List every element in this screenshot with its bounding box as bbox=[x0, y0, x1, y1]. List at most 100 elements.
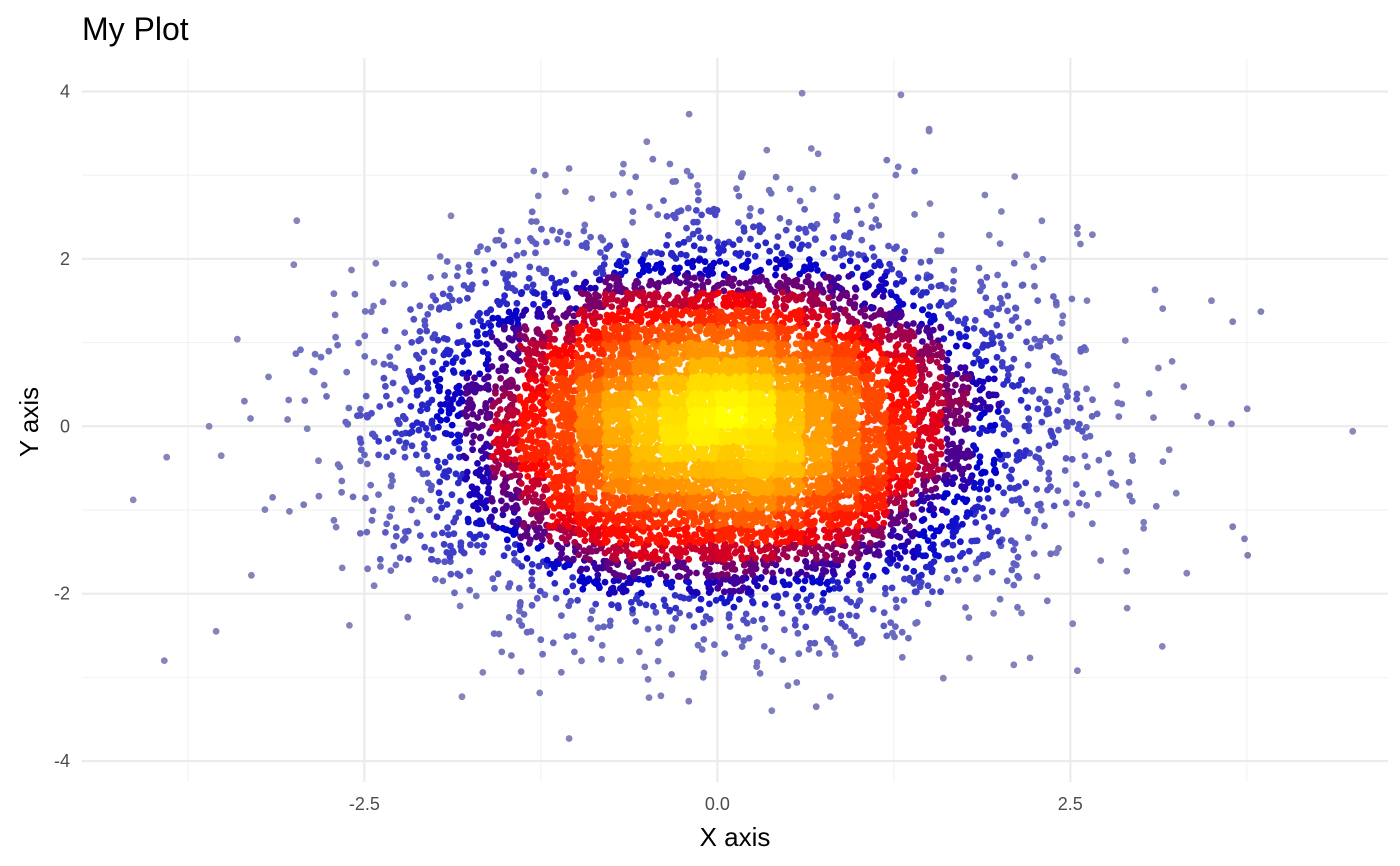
data-point bbox=[900, 454, 907, 461]
data-point bbox=[647, 248, 654, 256]
data-point bbox=[455, 399, 463, 407]
data-point bbox=[469, 439, 476, 446]
data-point bbox=[530, 358, 538, 365]
data-point bbox=[509, 518, 517, 526]
data-point bbox=[477, 466, 484, 474]
data-point bbox=[690, 218, 697, 226]
data-point bbox=[854, 640, 861, 647]
data-point bbox=[1017, 500, 1025, 508]
data-point bbox=[945, 311, 953, 318]
data-point bbox=[830, 234, 837, 241]
data-point bbox=[990, 460, 998, 468]
data-point bbox=[972, 350, 979, 358]
data-point bbox=[887, 332, 895, 340]
data-point bbox=[606, 617, 614, 625]
data-point bbox=[927, 560, 935, 568]
data-point bbox=[435, 463, 443, 471]
data-point bbox=[805, 602, 813, 610]
data-point bbox=[563, 555, 571, 562]
data-point bbox=[880, 622, 888, 630]
data-point bbox=[654, 539, 662, 546]
data-point bbox=[834, 579, 842, 586]
data-point bbox=[951, 498, 958, 506]
data-point bbox=[1043, 597, 1051, 605]
data-point bbox=[777, 260, 784, 268]
data-point bbox=[592, 600, 600, 608]
data-point bbox=[419, 470, 427, 478]
data-point bbox=[750, 223, 757, 231]
data-point bbox=[961, 364, 969, 372]
data-point bbox=[882, 590, 889, 598]
data-point bbox=[708, 572, 716, 580]
data-point bbox=[631, 572, 638, 580]
data-point bbox=[835, 503, 843, 511]
data-point bbox=[951, 474, 958, 481]
data-point bbox=[929, 493, 937, 501]
data-point bbox=[982, 294, 990, 302]
data-point bbox=[892, 357, 900, 364]
data-point bbox=[437, 407, 445, 415]
data-point bbox=[1080, 344, 1088, 351]
data-point bbox=[704, 278, 712, 286]
data-point bbox=[388, 472, 395, 479]
data-point bbox=[552, 290, 560, 298]
data-point bbox=[1069, 620, 1077, 628]
data-point bbox=[812, 261, 820, 269]
data-point bbox=[626, 189, 634, 196]
data-point bbox=[464, 294, 471, 302]
data-point bbox=[566, 472, 573, 480]
data-point bbox=[1140, 525, 1148, 532]
data-point bbox=[666, 520, 674, 528]
data-point bbox=[1172, 489, 1180, 497]
data-point bbox=[636, 519, 643, 527]
data-point bbox=[964, 479, 972, 487]
data-point bbox=[994, 271, 1001, 279]
data-point bbox=[734, 292, 742, 300]
data-point bbox=[706, 534, 714, 542]
data-point bbox=[1158, 643, 1166, 650]
data-point bbox=[996, 595, 1004, 603]
data-point bbox=[408, 428, 416, 436]
data-point bbox=[564, 293, 571, 301]
data-point bbox=[1073, 395, 1080, 403]
data-point bbox=[675, 241, 682, 248]
data-point bbox=[902, 564, 910, 572]
data-point bbox=[735, 192, 743, 200]
data-point bbox=[467, 541, 474, 549]
data-point bbox=[1159, 305, 1167, 312]
data-point bbox=[901, 408, 908, 416]
data-point bbox=[499, 318, 506, 325]
data-point bbox=[1008, 317, 1016, 324]
data-point bbox=[1122, 547, 1130, 555]
data-point bbox=[657, 570, 664, 578]
data-point bbox=[476, 370, 484, 378]
data-point bbox=[502, 275, 509, 283]
data-point bbox=[851, 317, 858, 325]
data-point bbox=[599, 270, 607, 278]
data-point bbox=[794, 235, 801, 242]
data-point bbox=[667, 251, 675, 258]
data-point bbox=[647, 575, 655, 582]
data-point bbox=[581, 537, 589, 545]
data-point bbox=[423, 405, 431, 413]
data-point bbox=[925, 125, 933, 133]
data-point bbox=[331, 311, 339, 319]
data-point bbox=[961, 373, 969, 380]
data-point bbox=[1228, 420, 1235, 428]
data-point bbox=[357, 411, 364, 419]
data-point bbox=[801, 205, 808, 213]
data-point bbox=[1129, 457, 1137, 464]
data-point bbox=[502, 526, 509, 533]
data-point bbox=[982, 427, 990, 434]
data-point bbox=[828, 615, 836, 623]
data-point bbox=[482, 279, 490, 287]
data-point bbox=[1089, 231, 1096, 239]
data-point bbox=[513, 384, 521, 392]
data-point bbox=[363, 460, 371, 468]
data-point bbox=[510, 550, 518, 557]
data-point bbox=[470, 486, 478, 494]
data-point bbox=[430, 434, 437, 442]
data-point bbox=[728, 565, 736, 573]
data-point bbox=[927, 283, 935, 291]
data-point bbox=[269, 494, 276, 501]
